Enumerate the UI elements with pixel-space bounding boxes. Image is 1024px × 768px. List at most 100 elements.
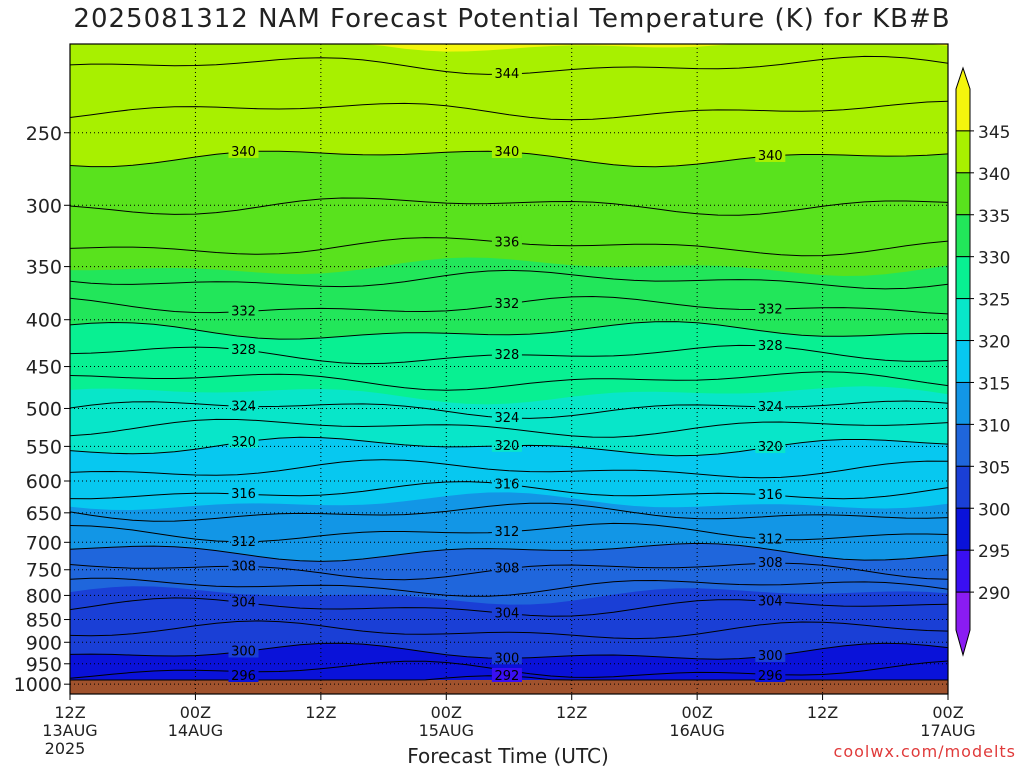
contour-label-bg (228, 558, 259, 573)
colorbar-bottom-arrow (955, 591, 971, 657)
contour-label: 308 (231, 559, 256, 574)
contour-label: 328 (758, 339, 783, 354)
contour-label: 304 (494, 607, 519, 622)
contour-label-bg (755, 668, 786, 682)
colorbar-label: 315 (978, 374, 1010, 394)
contour-label: 324 (231, 399, 256, 414)
contour-label-bg (491, 66, 522, 81)
colorbar-label: 325 (978, 291, 1010, 311)
contour-334 (69, 269, 949, 290)
x-tick-date: 16AUG (669, 721, 724, 740)
contour-label: 316 (758, 488, 783, 503)
contour-label: 340 (758, 149, 783, 164)
contour-306 (69, 577, 949, 597)
contour-label-bg (228, 486, 259, 501)
y-tick-label: 950 (26, 654, 62, 676)
contour-label-bg (228, 303, 259, 318)
x-tick-date: 17AUG (920, 721, 975, 740)
contour-label-bg (755, 487, 786, 502)
colorbar-swatch (955, 298, 971, 342)
contour-labels: 344 340 340 332 340 332 336 332 328 328 328 324 324 3… (228, 66, 786, 684)
contour-label-bg (755, 647, 786, 662)
contour-label-bg (491, 605, 522, 620)
contour-label: 324 (494, 411, 519, 426)
contour-label: 300 (231, 645, 256, 660)
contour-label-bg (755, 398, 786, 413)
contour-label-bg (491, 437, 522, 452)
contour-label: 292 (494, 669, 519, 684)
y-tick-label: 350 (26, 257, 62, 279)
y-tick-label: 600 (26, 471, 62, 493)
colorbar-swatch (955, 256, 971, 300)
contour-342 (69, 100, 949, 121)
contour-314 (69, 502, 949, 522)
contour-label-bg (755, 593, 786, 608)
contour-label: 344 (494, 67, 519, 82)
contour-label-bg (491, 296, 522, 311)
contour-label-bg (491, 346, 522, 361)
source-credit: coolwx.com/modelts (833, 742, 1016, 761)
colorbar-swatch (955, 549, 971, 593)
contour-label: 316 (231, 487, 256, 502)
contour-310 (69, 542, 949, 562)
x-tick-label: 00Z (932, 703, 963, 722)
contour-318 (69, 459, 949, 479)
contour-label-bg (491, 668, 522, 682)
contour-label-bg (228, 433, 259, 448)
contour-label-bg (228, 643, 259, 658)
y-tick-label: 450 (26, 357, 62, 379)
contour-label: 320 (231, 435, 256, 450)
x-tick-label: 12Z (556, 703, 587, 722)
contour-label-bg (228, 594, 259, 609)
contour-label-bg (491, 409, 522, 424)
contour-label: 328 (231, 343, 256, 358)
contour-label: 312 (494, 525, 519, 540)
contour-label: 340 (494, 145, 519, 160)
y-tick-label: 900 (26, 632, 62, 654)
y-tick-label: 250 (26, 123, 62, 145)
contour-label: 336 (494, 236, 519, 251)
contour-label: 304 (231, 596, 256, 611)
contour-label: 328 (494, 348, 519, 363)
colorbar-label: 345 (978, 123, 1010, 143)
colorbar: 290 295 300 305 310 315 320 325 330 335 340 345 (955, 66, 1010, 657)
y-tick-label: 800 (26, 585, 62, 607)
y-tick-label: 1000 (14, 674, 62, 696)
x-tick-label: 12Z (305, 703, 336, 722)
x-axis-label: Forecast Time (UTC) (407, 744, 609, 768)
colorbar-swatch (955, 381, 971, 425)
x-tick-date: 14AUG (168, 721, 223, 740)
contour-label: 340 (231, 145, 256, 160)
colorbar-swatch (955, 465, 971, 509)
contour-label: 308 (758, 556, 783, 571)
contour-label: 300 (758, 649, 783, 664)
y-tick-label: 850 (26, 610, 62, 632)
x-tick-year: 2025 (45, 739, 86, 758)
contour-label: 320 (758, 440, 783, 455)
contour-label: 296 (231, 669, 256, 684)
contour-label-bg (228, 341, 259, 356)
contour-label: 332 (231, 305, 256, 320)
y-tick-label: 500 (26, 398, 62, 420)
contour-label: 296 (758, 669, 783, 684)
contour-label-bg (228, 668, 259, 682)
x-tick-label: 12Z (807, 703, 838, 722)
x-tick-label: 00Z (431, 703, 462, 722)
colorbar-swatch (955, 214, 971, 258)
colorbar-swatch (955, 340, 971, 383)
contour-label: 312 (758, 532, 783, 547)
contour-label-bg (755, 147, 786, 162)
contour-label: 308 (494, 562, 519, 577)
colorbar-label: 320 (978, 333, 1010, 353)
contour-label-bg (491, 523, 522, 538)
colorbar-label: 310 (978, 416, 1010, 436)
colorbar-label: 295 (978, 542, 1010, 562)
y-tick-label: 400 (26, 310, 62, 332)
contour-label-bg (491, 560, 522, 575)
terrain-band (70, 680, 948, 694)
contour-label-bg (491, 234, 522, 249)
x-tick-label: 12Z (54, 703, 85, 722)
colorbar-top-arrow (955, 66, 971, 132)
